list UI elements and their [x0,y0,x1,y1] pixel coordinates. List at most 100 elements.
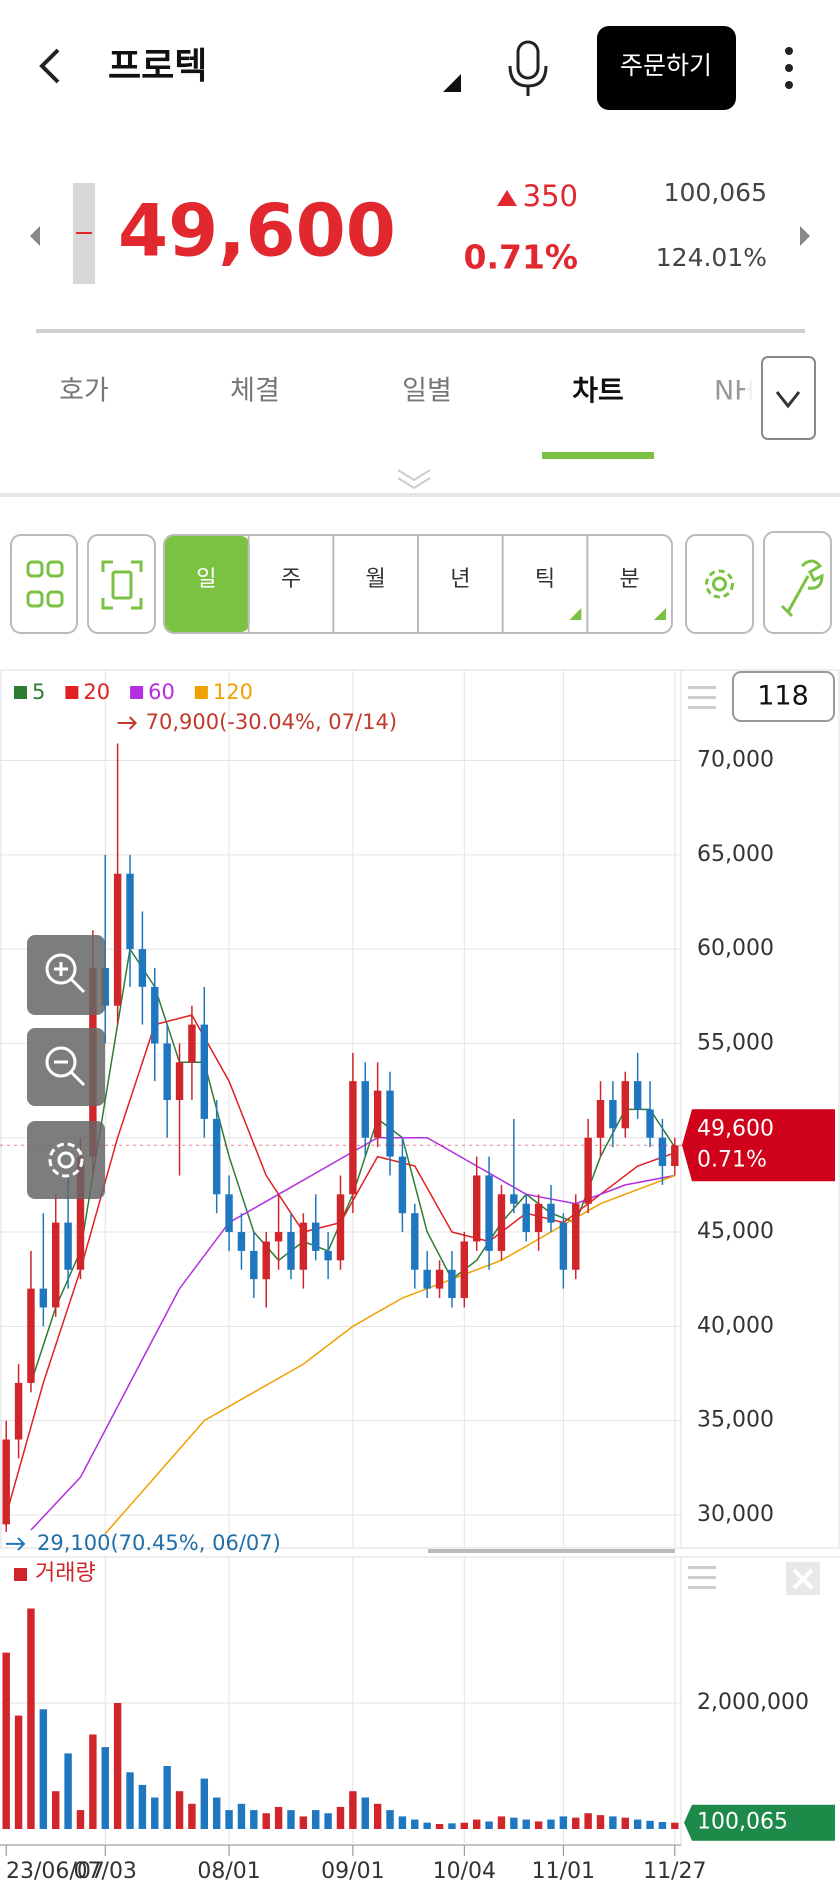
legend-label: 120 [213,680,253,704]
volume-bar [287,1810,295,1829]
zoom-out-button[interactable] [27,1028,105,1106]
tab-dropdown[interactable] [761,356,816,440]
divider [36,329,805,333]
tab-fade [745,355,765,441]
volume-bar [497,1816,506,1829]
volume-bar [188,1803,196,1829]
chart-option-button[interactable] [27,1121,105,1199]
volume-bar [76,1810,85,1829]
candle-body [101,967,109,1006]
volume-bar [349,1791,357,1829]
collapse-icon[interactable] [397,469,431,490]
candle-body [485,1175,493,1251]
candle-body [386,1090,394,1157]
candle-body [435,1269,444,1289]
volume-bar [262,1813,270,1829]
volume-bar [584,1813,592,1829]
candle-body [250,1250,258,1280]
volume-bar [14,1715,23,1829]
candle-body [584,1137,592,1204]
candle-body [138,949,147,987]
x-tick-label: 11/27 [643,1859,706,1884]
chart-settings-button[interactable] [685,534,754,634]
candle-body [324,1250,332,1261]
order-button[interactable] [597,26,736,110]
candle-body [39,1288,48,1308]
candle-body [671,1145,679,1167]
candle-body [658,1137,667,1167]
tab[interactable]: 체결 [230,376,280,407]
period-button[interactable]: 틱 [535,567,555,592]
candle-body [64,1222,72,1270]
volume-bar [237,1803,246,1829]
candle-body [349,1081,357,1195]
x-tick-label: 11/01 [532,1859,595,1884]
candle-body [559,1222,568,1270]
legend-label: 거래량 [35,1561,96,1586]
candle-body [312,1222,320,1251]
volume-bar [448,1823,456,1829]
pane-menu[interactable] [688,686,716,709]
candle-body [299,1222,308,1270]
period-button[interactable]: 월 [366,567,386,592]
tab[interactable]: 일별 [402,376,452,407]
mic-icon[interactable] [508,40,548,96]
layout-button[interactable] [10,534,78,634]
submenu-corner [654,608,666,620]
volume-bar [27,1608,35,1829]
y-tick-label: 40,000 [697,1313,774,1338]
volume-bar [101,1747,109,1829]
legend-swatch [14,686,27,699]
volume-bar [423,1822,431,1829]
tab-active[interactable]: 차트 [572,374,624,407]
y-tick-label: 55,000 [697,1030,774,1055]
dropdown-icon[interactable] [443,74,461,92]
volume-tag [684,1804,835,1841]
volume-bar [534,1821,543,1829]
candle-body [2,1439,10,1525]
volume-bar [212,1797,221,1829]
legend-label: 20 [83,680,110,704]
y-tick-label: 30,000 [697,1502,774,1527]
period-button[interactable]: 주 [281,567,301,592]
fullscreen-button[interactable] [87,534,156,634]
pane-menu[interactable] [688,1566,716,1589]
tools-button[interactable] [763,531,832,634]
scrollbar[interactable] [428,1549,675,1553]
tab[interactable]: 호가 [59,376,109,407]
volume-bar [609,1816,617,1829]
prev-arrow[interactable] [30,226,40,246]
volume-bar [646,1820,654,1829]
next-arrow[interactable] [800,226,810,246]
candle-body [572,1203,580,1270]
candle-count-box[interactable] [732,671,835,722]
x-tick-label: 10/04 [433,1859,496,1884]
trade-volume: 100,065 [664,178,767,207]
candle-body [411,1213,419,1270]
volume-bar [658,1822,667,1829]
volume-bar [163,1766,171,1829]
high-note: 70,900(-30.04%, 07/14) [146,710,397,734]
more-menu[interactable] [785,47,793,89]
close-icon [792,1568,814,1590]
candle-body [52,1222,60,1308]
candle-body [547,1203,555,1223]
period-button[interactable]: 분 [620,567,640,592]
candle-body [472,1175,481,1242]
period-button[interactable]: 년 [450,567,470,592]
back-button[interactable] [39,48,60,84]
zoom-in-button[interactable] [27,935,105,1015]
period-active[interactable] [165,536,250,632]
volume-bar [274,1806,283,1829]
note-arrow [6,1537,26,1551]
candle-body [336,1194,345,1261]
chart: 30,00035,00040,00045,00050,00055,00060,0… [0,670,835,1884]
period-button[interactable]: 일 [196,567,216,592]
wrench-icon [780,559,824,618]
legend-label: 5 [32,680,45,704]
candle-body [126,873,134,950]
candle-count: 118 [757,681,809,712]
